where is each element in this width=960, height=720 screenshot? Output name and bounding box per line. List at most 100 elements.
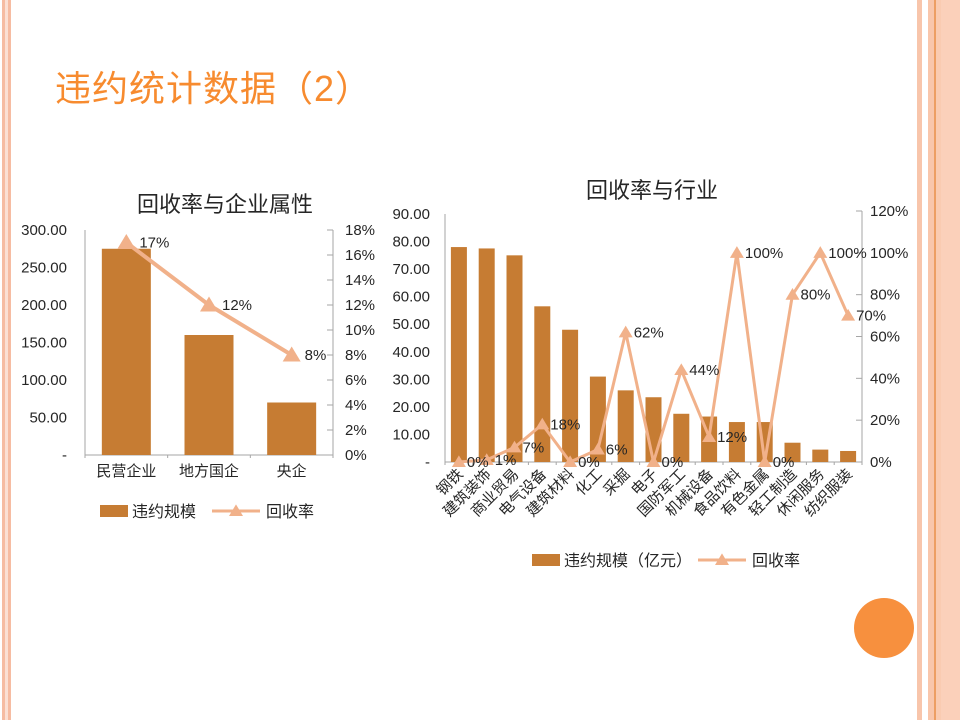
right-axis-tick-label: 16% [345,247,375,264]
left-axis-tick-label: 80.00 [392,234,430,251]
line-marker [200,296,218,312]
left-axis-tick-label: 300.00 [21,222,67,239]
line-marker [785,288,800,300]
bar [101,248,151,455]
left-axis-tick-label: - [62,447,67,464]
left-axis-tick-label: 90.00 [392,206,430,223]
chart-title: 回收率与企业属性 [137,192,313,217]
right-axis-tick-label: 60% [870,329,900,346]
data-label: 12% [717,429,747,446]
right-axis-tick-label: 40% [870,370,900,387]
right-axis-tick-label: 120% [870,203,908,220]
line-marker [507,440,522,453]
left-axis-tick-label: 70.00 [392,261,430,278]
data-label: 62% [634,324,664,341]
left-axis-tick-label: 10.00 [392,426,430,443]
line-marker [729,246,744,258]
left-axis-tick-label: 50.00 [29,410,67,427]
bar [534,306,551,462]
left-axis-tick-label: 150.00 [21,335,67,352]
bar [450,247,467,462]
right-axis-tick-label: 80% [870,287,900,304]
line-marker [841,308,856,321]
bar [589,376,606,462]
legend-bar-swatch [532,554,560,566]
legend-bar-swatch [100,505,128,517]
right-axis-tick-label: 0% [345,447,367,464]
data-label: 100% [828,245,866,262]
slide-title: 违约统计数据（2） [55,68,373,109]
chart-recovery-by-ownership: 回收率与企业属性 300.00 250.00 200.00 150.00 100.00 50… [10,160,390,530]
data-label: 6% [606,441,628,458]
left-axis-tick-label: 60.00 [392,289,430,306]
right-axis-tick-label: 2% [345,422,367,439]
chart-recovery-by-industry: 回收率与行业 90.00 80.00 70.00 60.00 50.00 40.00 30.0… [380,160,960,590]
line-marker [757,455,772,468]
left-axis-tick-label: 100.00 [21,372,67,389]
legend-line-label: 回收率 [266,503,314,521]
bar [184,335,234,455]
data-label: 18% [550,416,580,433]
data-label: 44% [689,362,719,379]
left-axis-tick-label: 250.00 [21,260,67,277]
line-marker [117,233,136,249]
line-marker [282,346,301,362]
category-label: 采掘 [600,466,633,499]
category-label: 央企 [277,462,307,480]
legend-line-marker [715,553,729,566]
data-label: 0% [662,454,684,471]
bar [784,442,801,462]
right-axis-tick-label: 8% [345,347,367,364]
legend-bar-label: 违约规模 [132,503,196,521]
data-label: 7% [523,439,545,456]
data-label: 17% [139,235,169,252]
chart-title: 回收率与行业 [586,178,718,203]
data-label: 0% [578,454,600,471]
line-marker [563,455,578,468]
data-label: 8% [305,347,327,364]
line-marker [702,430,717,442]
bar [617,390,634,462]
category-label: 地方国企 [179,462,239,480]
bar [812,449,829,462]
left-axis-tick-label: 20.00 [392,399,430,416]
left-axis-tick-label: - [425,454,430,471]
bar [506,255,523,462]
bar [673,413,690,462]
decorative-circle [854,598,914,658]
data-label: 0% [773,454,795,471]
line-marker [813,246,828,258]
left-axis-tick-label: 40.00 [392,344,430,361]
data-label: 0% [467,454,489,471]
right-axis-tick-label: 100% [870,245,908,262]
right-axis-tick-label: 10% [345,322,375,339]
line-marker [646,455,661,468]
right-axis-tick-label: 14% [345,272,375,289]
line-marker [479,453,494,465]
line-marker [618,325,633,338]
right-axis-tick-label: 18% [345,222,375,239]
left-axis-tick-label: 30.00 [392,371,430,388]
line-marker [590,442,605,455]
line-marker [451,455,466,468]
data-label: 12% [222,297,252,314]
bar [267,402,317,455]
legend-line-marker [229,504,243,517]
line-marker [535,417,550,430]
bar [728,422,745,462]
right-border-stripes [917,0,960,720]
left-axis-tick-label: 200.00 [21,297,67,314]
bar [840,450,857,462]
data-label: 1% [495,452,517,469]
legend-bar-label: 违约规模（亿元） [564,552,692,570]
legend-line-label: 回收率 [752,552,800,570]
left-axis-tick-label: 50.00 [392,316,430,333]
right-axis-tick-label: 0% [870,454,892,471]
left-border-stripes [0,0,12,720]
right-axis-tick-label: 6% [345,372,367,389]
right-axis-tick-label: 20% [870,412,900,429]
data-label: 100% [745,245,783,262]
line-marker [674,363,689,376]
bar [478,248,495,462]
